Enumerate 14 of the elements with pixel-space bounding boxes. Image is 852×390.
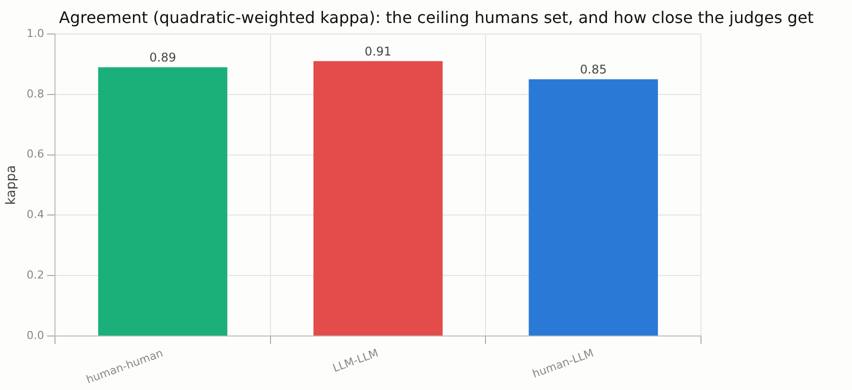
data-label: 0.89 bbox=[149, 50, 176, 64]
data-label: 0.85 bbox=[580, 62, 607, 76]
bar bbox=[528, 79, 658, 336]
chart-title: Agreement (quadratic-weighted kappa): the ceiling humans set, and how close the judges get bbox=[59, 8, 814, 27]
y-tick-label: 1.0 bbox=[26, 26, 44, 40]
data-label: 0.91 bbox=[364, 44, 392, 58]
y-tick-label: 0.8 bbox=[26, 87, 44, 100]
bar bbox=[98, 67, 228, 336]
y-tick-label: 0.2 bbox=[26, 268, 44, 282]
y-axis-title: kappa bbox=[4, 165, 20, 205]
bar bbox=[313, 61, 443, 336]
y-tick-label: 0.4 bbox=[26, 208, 44, 222]
y-tick-label: 0.0 bbox=[26, 328, 44, 342]
y-tick-label: 0.6 bbox=[26, 148, 44, 161]
